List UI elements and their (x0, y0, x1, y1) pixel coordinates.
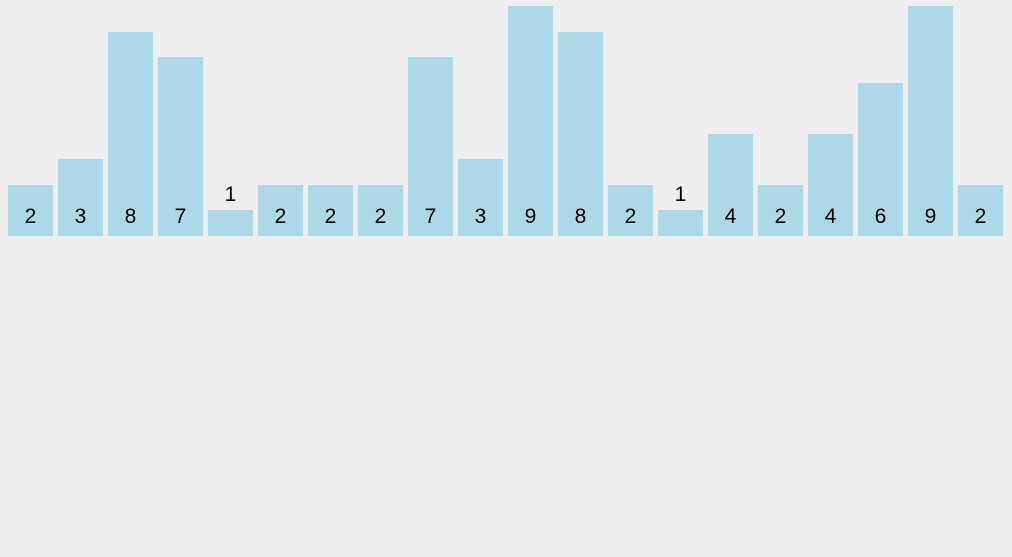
bar (208, 210, 253, 236)
bar-slot: 7 (158, 0, 203, 236)
bar (308, 185, 353, 236)
bar-slot: 2 (308, 0, 353, 236)
bar-value-label: 1 (224, 183, 237, 206)
bar-value-label: 1 (674, 183, 687, 206)
bar-value-label: 9 (924, 205, 937, 228)
bar-value-label: 7 (424, 205, 437, 228)
bar-slot: 9 (508, 0, 553, 236)
bar (358, 185, 403, 236)
bar-value-label: 8 (124, 205, 137, 228)
bar (758, 185, 803, 236)
bar-chart: 2 3 8 7 1 2 2 2 7 3 9 8 2 1 4 2 4 6 9 2 (8, 0, 1003, 236)
bar (458, 159, 503, 236)
bar-slot: 6 (858, 0, 903, 236)
bar-value-label: 2 (24, 205, 37, 228)
bar-slot: 9 (908, 0, 953, 236)
bar-value-label: 6 (874, 205, 887, 228)
bar-slot: 2 (758, 0, 803, 236)
bar-value-label: 4 (724, 205, 737, 228)
bar-slot: 1 (208, 0, 253, 236)
bar-slot: 2 (358, 0, 403, 236)
bar-value-label: 2 (324, 205, 337, 228)
bar (608, 185, 653, 236)
bar (958, 185, 1003, 236)
bar-slot: 8 (558, 0, 603, 236)
bar-slot: 3 (458, 0, 503, 236)
bar (158, 57, 203, 236)
bar-slot: 2 (958, 0, 1003, 236)
bar (258, 185, 303, 236)
bar (58, 159, 103, 236)
bar (8, 185, 53, 236)
bar-slot: 4 (808, 0, 853, 236)
bar-value-label: 2 (374, 205, 387, 228)
bar-value-label: 2 (624, 205, 637, 228)
bar-slot: 3 (58, 0, 103, 236)
bar-slot: 2 (608, 0, 653, 236)
bar-value-label: 3 (474, 205, 487, 228)
bar (508, 6, 553, 236)
bar (408, 57, 453, 236)
bar-value-label: 3 (74, 205, 87, 228)
bar-value-label: 7 (174, 205, 187, 228)
bar-slot: 7 (408, 0, 453, 236)
bar-value-label: 8 (574, 205, 587, 228)
bar (558, 32, 603, 236)
bar-slot: 4 (708, 0, 753, 236)
bar (808, 134, 853, 236)
bar-value-label: 9 (524, 205, 537, 228)
bar-slot: 1 (658, 0, 703, 236)
bar-value-label: 2 (974, 205, 987, 228)
bar-value-label: 2 (274, 205, 287, 228)
bar (658, 210, 703, 236)
bar-value-label: 4 (824, 205, 837, 228)
bar (858, 83, 903, 236)
bar-slot: 8 (108, 0, 153, 236)
bar-value-label: 2 (774, 205, 787, 228)
bar (108, 32, 153, 236)
bar (708, 134, 753, 236)
bar-slot: 2 (258, 0, 303, 236)
bar (908, 6, 953, 236)
bar-slot: 2 (8, 0, 53, 236)
